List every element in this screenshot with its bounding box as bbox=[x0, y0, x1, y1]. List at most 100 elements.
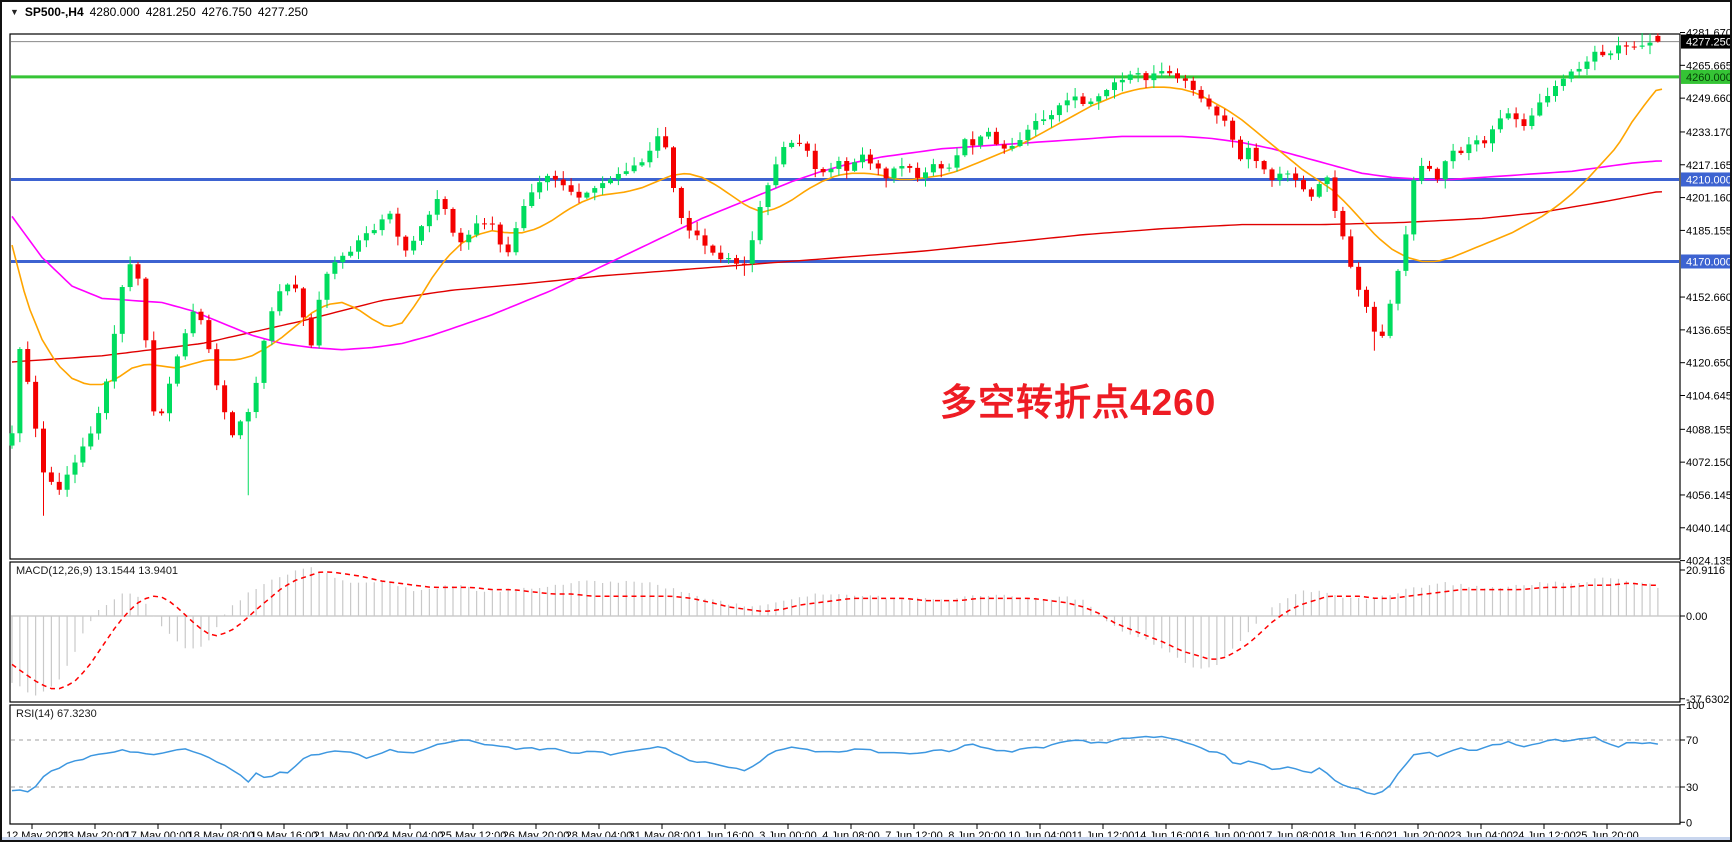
candle bbox=[962, 137, 968, 158]
price-tick-label: 4152.660 bbox=[1686, 292, 1732, 304]
candle bbox=[1505, 108, 1511, 121]
macd-panel-frame[interactable] bbox=[9, 561, 1681, 703]
candle bbox=[497, 222, 503, 253]
candle bbox=[797, 134, 802, 147]
chart-text-annotation[interactable]: 多空转折点4260 bbox=[940, 382, 1217, 423]
candle bbox=[907, 163, 913, 173]
candle bbox=[1442, 160, 1448, 189]
candle bbox=[718, 245, 724, 263]
price-tick-label: 4185.155 bbox=[1686, 225, 1732, 237]
candle bbox=[135, 261, 141, 286]
candle bbox=[1112, 76, 1117, 99]
time-label: 25 May 12:00 bbox=[440, 830, 507, 842]
candle bbox=[1214, 105, 1220, 124]
price-tick-label: 4233.170 bbox=[1686, 127, 1732, 139]
horizontal-lines bbox=[11, 41, 1679, 263]
candle bbox=[458, 228, 464, 251]
candle bbox=[25, 341, 31, 385]
price-badge-4170.000: 4170.000 bbox=[1681, 254, 1730, 268]
candle bbox=[442, 196, 448, 215]
candle bbox=[1576, 61, 1582, 79]
candle bbox=[1411, 176, 1417, 241]
candle bbox=[623, 162, 629, 176]
candle bbox=[576, 183, 582, 204]
ohlc-high: 4281.250 bbox=[145, 5, 196, 19]
candle bbox=[1497, 109, 1503, 133]
candle bbox=[403, 235, 409, 257]
candle bbox=[568, 178, 574, 196]
candle bbox=[1238, 136, 1243, 162]
candle bbox=[1301, 175, 1306, 192]
price-tick-label: 4136.655 bbox=[1686, 325, 1732, 337]
candle bbox=[237, 419, 243, 440]
main-panel-frame[interactable] bbox=[9, 33, 1681, 560]
candle bbox=[159, 408, 165, 416]
candle bbox=[804, 141, 810, 157]
candle bbox=[1033, 113, 1039, 136]
rsi-panel[interactable]: 100 70 30 0 bbox=[11, 700, 1704, 830]
candle bbox=[230, 410, 235, 438]
candle bbox=[332, 256, 338, 280]
candle bbox=[474, 215, 480, 238]
candle bbox=[1348, 229, 1354, 269]
candle bbox=[1009, 137, 1015, 152]
price-badge-value: 4277.250 bbox=[1686, 37, 1732, 49]
ma-fast-orange[interactable] bbox=[11, 86, 1663, 386]
candle bbox=[1001, 140, 1007, 154]
candle bbox=[923, 167, 928, 187]
candle bbox=[1049, 110, 1054, 128]
candle bbox=[560, 171, 566, 191]
candle bbox=[1182, 74, 1188, 89]
rsi-scale-label: 100 bbox=[1686, 700, 1704, 712]
candle bbox=[773, 156, 779, 189]
candle bbox=[245, 408, 251, 496]
ma-slow-red[interactable] bbox=[11, 191, 1663, 363]
candle bbox=[253, 376, 259, 419]
candle bbox=[104, 378, 109, 420]
candle bbox=[190, 303, 196, 337]
candle bbox=[678, 186, 684, 225]
price-axis[interactable]: 4281.6704265.6654249.6604233.1704217.165… bbox=[1680, 28, 1732, 568]
rsi-line bbox=[11, 735, 1659, 796]
candle bbox=[214, 343, 220, 391]
time-label: 31 May 08:00 bbox=[629, 830, 696, 842]
candle bbox=[1545, 87, 1551, 107]
candle bbox=[875, 160, 881, 176]
candle bbox=[592, 185, 598, 201]
candle bbox=[316, 291, 322, 349]
candle bbox=[277, 284, 283, 316]
candle bbox=[324, 271, 330, 309]
symbol-dropdown-icon[interactable]: ▼ bbox=[10, 7, 19, 17]
candle bbox=[1655, 33, 1661, 43]
candle bbox=[663, 127, 669, 150]
candle bbox=[1056, 102, 1062, 122]
candle bbox=[1308, 187, 1314, 201]
candle bbox=[812, 143, 818, 178]
macd-panel[interactable]: 20.9116 0.00 -37.6302 bbox=[11, 565, 1729, 706]
symbol-period-label: SP500-,H4 bbox=[24, 5, 84, 19]
candle bbox=[844, 157, 850, 179]
ohlc-open: 4280.000 bbox=[89, 5, 140, 19]
candle bbox=[1127, 70, 1133, 84]
candle bbox=[96, 406, 102, 440]
candle bbox=[883, 166, 889, 188]
price-tick-label: 4088.155 bbox=[1686, 424, 1732, 436]
candle bbox=[639, 158, 645, 167]
candle bbox=[1403, 225, 1409, 277]
candle bbox=[694, 221, 700, 241]
price-tick-label: 4056.145 bbox=[1686, 490, 1732, 502]
candle bbox=[363, 226, 369, 248]
candle bbox=[1167, 65, 1173, 77]
time-label: 19 May 16:00 bbox=[251, 830, 318, 842]
candle bbox=[584, 191, 590, 200]
candle bbox=[537, 175, 543, 199]
macd-scale-label: -37.6302 bbox=[1686, 694, 1729, 706]
candle bbox=[1639, 33, 1645, 50]
window-bottom-edge bbox=[2, 837, 1730, 840]
candle bbox=[1387, 299, 1393, 339]
candle bbox=[143, 277, 149, 348]
candle bbox=[1647, 33, 1653, 55]
rsi-panel-frame[interactable] bbox=[9, 704, 1681, 825]
